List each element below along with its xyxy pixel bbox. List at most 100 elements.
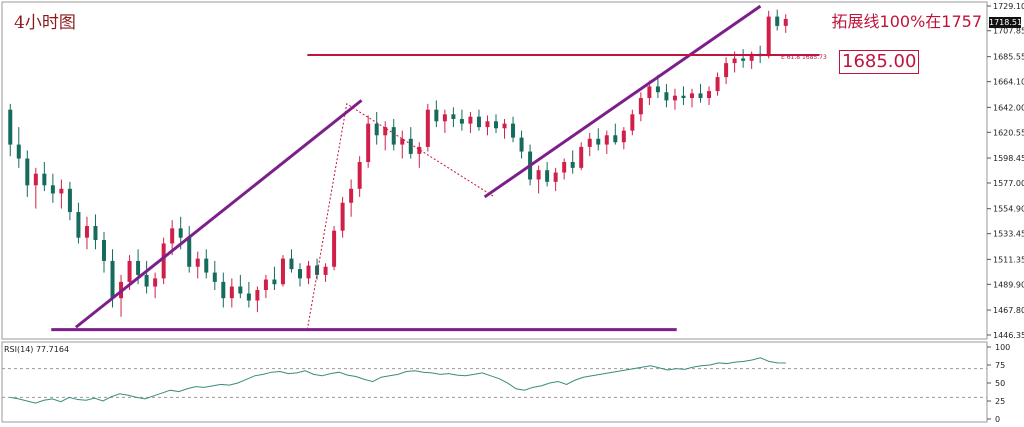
candle-bear <box>664 92 669 101</box>
candle-bull <box>468 116 473 124</box>
candle-bull <box>400 138 405 145</box>
candle-bull <box>732 58 737 64</box>
rsi-label: RSI(14) 77.7164 <box>4 345 70 354</box>
candle-bull <box>366 123 371 163</box>
candle-bear <box>613 135 618 143</box>
candle-bull <box>638 98 643 115</box>
candle-bull <box>332 230 337 267</box>
candle-bull <box>425 109 430 147</box>
candle-bear <box>102 239 106 261</box>
candle-bear <box>272 279 277 285</box>
candle-bull <box>161 243 166 279</box>
candle-bear <box>110 260 115 299</box>
candle-bull <box>587 138 592 147</box>
candle-bull <box>502 123 507 129</box>
price-tick-label: 1554.90 <box>993 205 1024 214</box>
candle-bear <box>434 109 439 122</box>
candle-bull <box>229 286 234 299</box>
candle-bull <box>153 278 158 287</box>
candle-bear <box>93 226 98 240</box>
candle-bear <box>596 138 601 145</box>
candle-bull <box>357 162 362 189</box>
candle-bear <box>238 286 243 294</box>
candle-bear <box>655 86 660 93</box>
candle-bear <box>16 144 21 159</box>
candle-bull <box>562 162 567 173</box>
candle-bull <box>553 172 558 182</box>
rsi-tick-label: 75 <box>995 361 1005 370</box>
price-tick-label: 1446.35 <box>993 331 1024 340</box>
candle-bull <box>417 146 422 154</box>
rsi-panel-border <box>1 341 988 423</box>
candle-bear <box>204 258 209 273</box>
price-tick-label: 1664.10 <box>993 78 1024 87</box>
candle-bull <box>349 188 354 203</box>
candle-bear <box>374 123 379 136</box>
candle-bear <box>136 260 141 275</box>
candle-bear <box>476 116 481 128</box>
candle-bear <box>451 114 456 119</box>
trendlines <box>51 4 820 332</box>
fib-label: E 61.8 1685.73 <box>781 54 827 61</box>
rsi-panel: 100 75 50 25 0 <box>2 343 1010 424</box>
rsi-tick-label: 0 <box>995 415 1000 424</box>
candle-bear <box>42 173 47 186</box>
candle-bull <box>383 127 388 136</box>
candle-bull <box>647 86 652 99</box>
candle-bull <box>33 173 38 186</box>
level-box: 1685.00 <box>839 50 920 74</box>
candle-bull <box>442 114 447 122</box>
price-tick-label: 1685.55 <box>993 53 1024 62</box>
candle-bear <box>519 137 524 152</box>
candle-bear <box>25 158 30 186</box>
candle-bull <box>724 63 729 78</box>
candle-bear <box>775 16 780 26</box>
candle-bull <box>306 265 311 279</box>
candle-bull <box>690 93 694 99</box>
price-tick-label: 1533.45 <box>993 230 1024 239</box>
rsi-tick-label: 100 <box>995 343 1010 352</box>
lower-left-trendline <box>74 99 363 329</box>
candle-bear <box>315 265 320 275</box>
candle-bull <box>485 121 490 128</box>
candle-bear <box>289 258 294 270</box>
candle-bull <box>170 228 175 244</box>
candle-bull <box>59 188 64 194</box>
candle-bull <box>536 170 541 180</box>
candle-bear <box>741 58 746 61</box>
price-tick-label: 1729.10 <box>993 2 1024 11</box>
candle-bull <box>127 260 132 282</box>
candle-bull <box>84 226 89 238</box>
candle-bear <box>459 118 464 124</box>
candle-bear <box>681 95 686 99</box>
price-tick-label: 1620.55 <box>993 128 1024 137</box>
candle-bull <box>707 91 712 99</box>
price-axis: 1729.10 1707.85 1685.55 1664.10 1642.00 1620.… <box>987 2 1024 340</box>
candle-bull <box>340 202 345 231</box>
candle-bull <box>323 266 328 275</box>
price-tick-label: 1642.00 <box>993 103 1024 112</box>
candle-bear <box>8 109 13 145</box>
candle-bull <box>579 146 584 168</box>
candle-bull <box>766 16 771 57</box>
rsi-line <box>10 357 786 404</box>
fib-dashed-line <box>306 103 495 330</box>
last-price-tag: 1718.51 <box>989 17 1023 28</box>
candle-bull <box>255 290 260 301</box>
extension-note: 拓展线100%在1757 <box>831 12 982 31</box>
candle-bear <box>391 127 396 145</box>
candle-bear <box>545 170 550 182</box>
candle-bear <box>698 93 703 99</box>
price-tick-label: 1467.80 <box>993 306 1024 315</box>
candle-bear <box>408 138 413 154</box>
right-trendline <box>483 4 762 199</box>
candle-bull <box>621 130 626 143</box>
price-panel-border <box>1 1 988 340</box>
candle-bull <box>604 135 609 145</box>
rsi-tick-label: 25 <box>995 397 1005 406</box>
price-tick-label: 1511.35 <box>993 255 1024 264</box>
candle-bear <box>246 293 251 301</box>
candle-bear <box>212 272 217 282</box>
candle-bear <box>298 269 302 279</box>
